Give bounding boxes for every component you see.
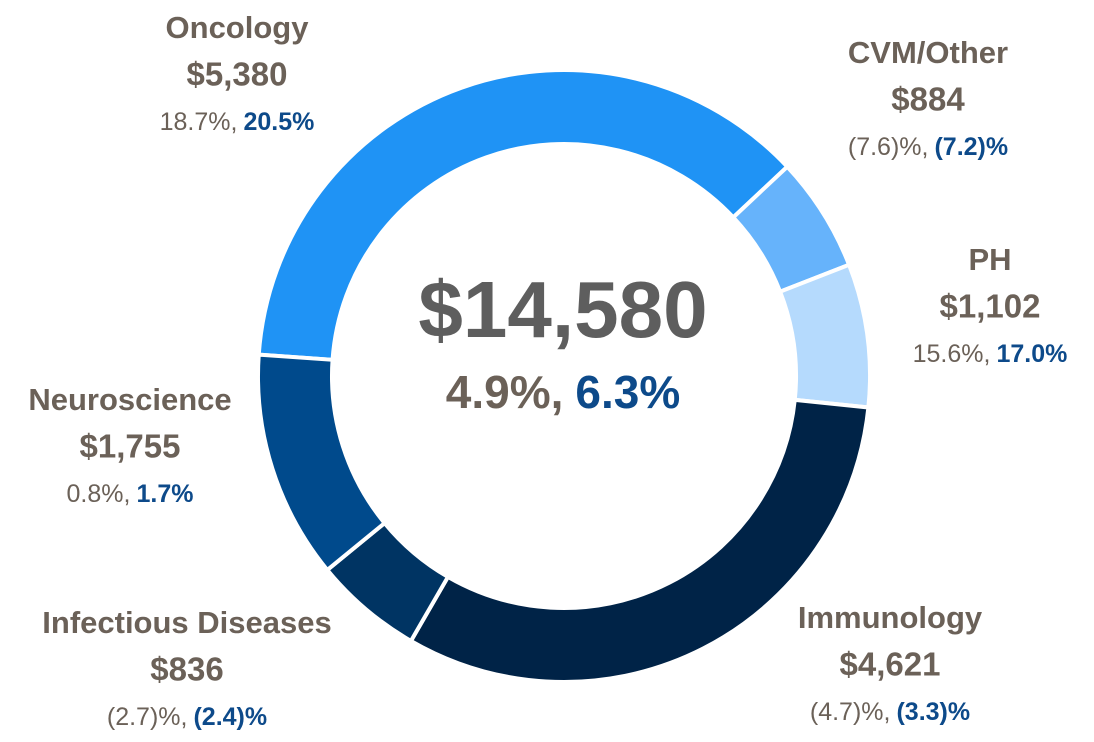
segment-growth: 0.8%, 1.7% (67, 480, 194, 508)
segment-growth: (4.7)%, (3.3)% (810, 698, 970, 726)
growth-cer: (7.2)% (934, 133, 1008, 161)
segment-value: $884 (891, 81, 965, 118)
segment-growth: 15.6%, 17.0% (913, 340, 1068, 368)
growth-reported: 18.7%, (160, 108, 238, 136)
donut-segment (408, 397, 871, 684)
growth-reported: 0.8%, (67, 480, 131, 508)
donut-segment (777, 262, 872, 410)
growth-cer: 1.7% (136, 480, 193, 508)
segment-value: $836 (150, 651, 223, 688)
segment-growth: (7.6)%, (7.2)% (848, 133, 1008, 161)
growth-cer: (2.4)% (193, 703, 267, 731)
growth-cer: 17.0% (996, 340, 1067, 368)
segment-name: Oncology (166, 10, 310, 45)
segment-value: $1,102 (940, 288, 1041, 325)
segment-name: Immunology (798, 600, 983, 635)
segment-name: Neuroscience (28, 382, 231, 417)
growth-reported: (4.7)%, (810, 698, 891, 726)
donut (256, 68, 872, 684)
segment-value: $4,621 (840, 646, 941, 683)
total-value: $14,580 (418, 265, 707, 354)
segment-value: $1,755 (80, 428, 181, 465)
segment-name: Infectious Diseases (42, 605, 331, 640)
donut-segment (256, 68, 791, 362)
segment-name: CVM/Other (848, 35, 1008, 70)
segment-growth: 18.7%, 20.5% (160, 108, 315, 136)
total-growth-cer: 6.3% (575, 366, 680, 418)
total-growth: 4.9%, 6.3% (446, 366, 681, 418)
donut-segment (256, 352, 388, 573)
growth-reported: 15.6%, (913, 340, 991, 368)
segment-name: PH (968, 242, 1011, 277)
growth-cer: 20.5% (243, 108, 314, 136)
growth-reported: (2.7)%, (107, 703, 188, 731)
growth-reported: (7.6)%, (848, 133, 929, 161)
segment-growth: (2.7)%, (2.4)% (107, 703, 267, 731)
segment-value: $5,380 (187, 56, 288, 93)
growth-cer: (3.3)% (896, 698, 970, 726)
total-growth-reported: 4.9%, (446, 366, 564, 418)
